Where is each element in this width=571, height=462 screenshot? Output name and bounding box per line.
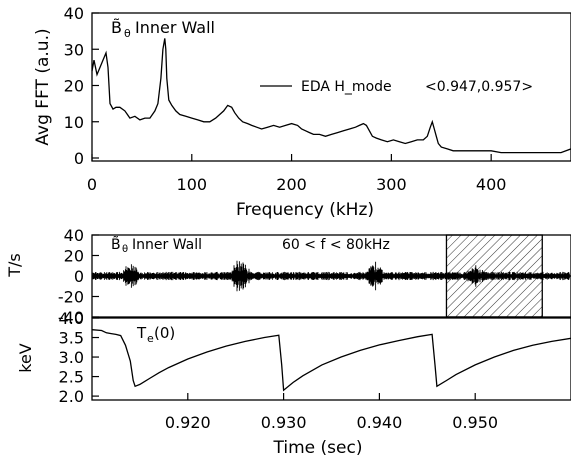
temperature-x-tick-label: 0.920 [165, 413, 211, 432]
fft-y-tick-label: 20 [64, 77, 84, 96]
fft-legend: EDA H_mode <0.947,0.957> [260, 79, 533, 95]
fft-x-tick-label: 100 [177, 175, 208, 194]
temperature-y-axis-label: keV [16, 343, 35, 373]
fft-x-tick-label: 400 [476, 175, 507, 194]
temperature-plot-frame [91, 317, 571, 401]
temperature-panel: keV Time (sec) T e (0) 4.03.53.02.52.0 0… [16, 309, 571, 458]
fft-legend-label: EDA H_mode [301, 79, 392, 95]
fft-plot-frame [91, 12, 571, 162]
signal-y-tick-label: 20 [64, 247, 84, 266]
signal-annotation-subscript: θ [122, 244, 128, 255]
signal-y-tick-label: 0 [74, 267, 84, 286]
temperature-series-line [91, 329, 571, 392]
fft-x-tick-label: 200 [276, 175, 307, 194]
temperature-x-axis-label: Time (sec) [273, 438, 363, 458]
fft-annotation-subscript: θ [124, 27, 131, 40]
temperature-y-tick-label: 2.5 [59, 368, 84, 387]
temperature-y-tick-label: 3.0 [59, 348, 84, 367]
temperature-y-tick-label: 3.5 [59, 329, 84, 348]
temperature-x-tick-label: 0.940 [356, 413, 402, 432]
fft-x-axis-label: Frequency (kHz) [236, 200, 374, 220]
temperature-annotation-text: T [136, 324, 147, 342]
signal-y-tick-label: -40 [58, 308, 84, 327]
temperature-annotation-subscript: e [147, 332, 154, 345]
signal-annotation-text: Inner Wall [132, 237, 202, 253]
temperature-y-tick-label: 4.0 [59, 309, 84, 328]
signal-panel: T/s B̃ θ Inner Wall 60 < f < 80kHz 40 200… [5, 226, 571, 327]
temperature-annotation-suffix: (0) [154, 324, 175, 342]
fft-y-tick-label: 10 [64, 113, 84, 132]
signal-y-tick-label: 40 [64, 226, 84, 245]
fft-annotation-text: Inner Wall [135, 18, 215, 37]
temperature-x-tick-label: 0.950 [452, 413, 498, 432]
temperature-y-tick-label: 2.0 [59, 387, 84, 406]
fft-annotation: B̃ θ Inner Wall [111, 18, 215, 40]
signal-y-tick-label: -20 [58, 288, 84, 307]
fft-y-tick-label: 40 [64, 4, 84, 23]
fft-y-tick-label: 30 [64, 40, 84, 59]
fft-series-line [91, 38, 571, 154]
fft-annotation-symbol: B̃ [111, 18, 122, 37]
fft-x-tick-label: 300 [376, 175, 407, 194]
fft-y-tick-label: 0 [74, 149, 84, 168]
signal-annotation-symbol: B̃ [111, 236, 121, 253]
fft-legend-range: <0.947,0.957> [425, 79, 533, 95]
temperature-annotation: T e (0) [136, 324, 175, 345]
signal-annotation: B̃ θ Inner Wall 60 < f < 80kHz [111, 236, 390, 255]
signal-y-axis-label: T/s [5, 253, 24, 278]
fft-y-axis-label: Avg FFT (a.u.) [33, 28, 53, 145]
fft-panel: Avg FFT (a.u.) Frequency (kHz) B̃ θ Inne… [33, 4, 571, 220]
fft-x-tick-label: 0 [87, 175, 97, 194]
temperature-x-tick-label: 0.930 [261, 413, 307, 432]
signal-filter-text: 60 < f < 80kHz [282, 237, 390, 253]
